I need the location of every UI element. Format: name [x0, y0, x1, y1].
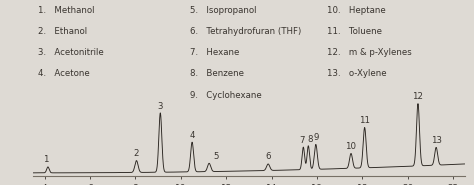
- Text: 8: 8: [308, 135, 313, 144]
- Text: 2.   Ethanol: 2. Ethanol: [38, 27, 87, 36]
- Text: 9: 9: [313, 133, 319, 142]
- Text: 1: 1: [43, 155, 48, 164]
- Text: 4: 4: [189, 131, 195, 140]
- Text: 3.   Acetonitrile: 3. Acetonitrile: [38, 48, 104, 57]
- Text: 13: 13: [431, 136, 442, 145]
- Text: 9.   Cyclohexane: 9. Cyclohexane: [190, 91, 261, 100]
- Text: 8.   Benzene: 8. Benzene: [190, 69, 244, 78]
- Text: 6.   Tetrahydrofuran (THF): 6. Tetrahydrofuran (THF): [190, 27, 301, 36]
- Text: 6: 6: [265, 152, 271, 161]
- Text: 12.   m & p-Xylenes: 12. m & p-Xylenes: [327, 48, 412, 57]
- Text: 3: 3: [157, 102, 163, 111]
- Text: 2: 2: [134, 149, 139, 158]
- Text: 7: 7: [300, 136, 305, 145]
- Text: 10.   Heptane: 10. Heptane: [327, 6, 386, 15]
- Text: 5.   Isopropanol: 5. Isopropanol: [190, 6, 256, 15]
- Text: 5: 5: [213, 152, 219, 161]
- Text: 7.   Hexane: 7. Hexane: [190, 48, 239, 57]
- Text: 4.   Acetone: 4. Acetone: [38, 69, 90, 78]
- Text: 12: 12: [412, 92, 423, 101]
- Text: 13.   o-Xylene: 13. o-Xylene: [327, 69, 387, 78]
- Text: 11.   Toluene: 11. Toluene: [327, 27, 382, 36]
- Text: 11: 11: [359, 116, 370, 125]
- Text: 1.   Methanol: 1. Methanol: [38, 6, 94, 15]
- Text: 10: 10: [346, 142, 356, 151]
